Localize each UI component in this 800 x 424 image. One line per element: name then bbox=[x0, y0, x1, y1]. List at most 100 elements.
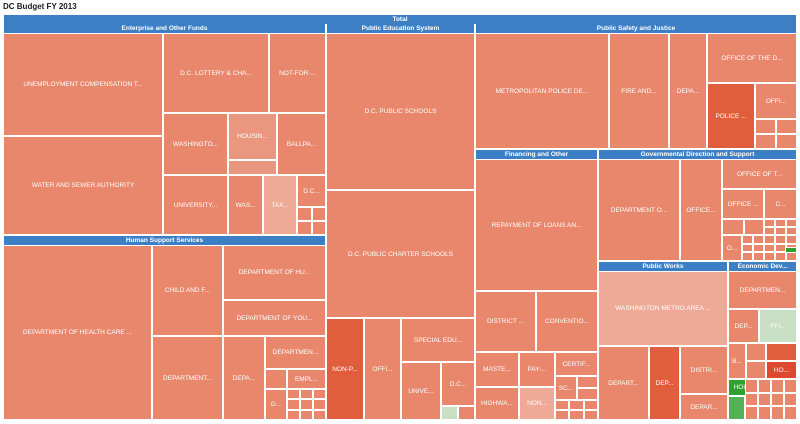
tile-certif[interactable]: CERTIF... bbox=[555, 352, 598, 376]
tile-small[interactable] bbox=[287, 389, 300, 400]
tile-metropolitan-police[interactable]: METROPOLITAN POLICE DE... bbox=[475, 33, 609, 149]
tile-dc-public-schools[interactable]: D.C. PUBLIC SCHOOLS bbox=[326, 33, 475, 190]
tile-depart[interactable]: DEPART... bbox=[598, 346, 649, 420]
tile-small[interactable] bbox=[766, 343, 797, 361]
group-header-public-safety[interactable]: Public Safety and Justice bbox=[475, 24, 797, 33]
tile-small[interactable] bbox=[753, 235, 764, 244]
tile-small[interactable] bbox=[583, 410, 598, 420]
tile-small[interactable] bbox=[753, 243, 764, 253]
tile-small[interactable] bbox=[786, 227, 797, 235]
tile-small[interactable] bbox=[745, 406, 758, 420]
tile-small[interactable] bbox=[764, 219, 775, 227]
tile-not-for-profit[interactable]: NOT-FOR-... bbox=[269, 33, 326, 113]
tile-offi-safety[interactable]: OFFI... bbox=[755, 83, 797, 119]
tile-small[interactable] bbox=[555, 410, 570, 420]
tile-department-o[interactable]: DEPARTMENT O... bbox=[598, 159, 680, 261]
tile-small[interactable] bbox=[297, 207, 312, 221]
tile-small[interactable] bbox=[764, 235, 775, 244]
tile-departmen[interactable]: DEPARTMEN... bbox=[265, 336, 326, 369]
tile-housing[interactable]: HOUSIN... bbox=[228, 113, 277, 160]
tile-empl[interactable]: EMPL... bbox=[287, 369, 326, 389]
tile-small[interactable] bbox=[775, 219, 786, 227]
tile-small[interactable] bbox=[746, 361, 766, 379]
tile-small[interactable] bbox=[771, 392, 784, 407]
tile-small[interactable] bbox=[775, 252, 786, 261]
tile-unemployment-compensation[interactable]: UNEMPLOYMENT COMPENSATION T... bbox=[3, 33, 163, 136]
tile-depa[interactable]: DEPA... bbox=[223, 336, 265, 420]
tile-small[interactable] bbox=[311, 221, 326, 235]
tile-small[interactable] bbox=[569, 400, 584, 410]
tile-small[interactable] bbox=[771, 406, 784, 420]
tile-office-of-the-d[interactable]: OFFICE OF THE D... bbox=[707, 33, 797, 83]
tile-small[interactable] bbox=[784, 392, 797, 407]
tile-dc-edu[interactable]: D.C... bbox=[441, 362, 475, 406]
tile-distri[interactable]: DISTRI... bbox=[680, 346, 728, 394]
tile-small[interactable] bbox=[300, 409, 313, 420]
tile-small[interactable] bbox=[313, 389, 326, 400]
tile-small[interactable] bbox=[742, 243, 753, 253]
tile-small[interactable] bbox=[577, 388, 598, 400]
tile-small[interactable] bbox=[728, 396, 745, 420]
tile-small[interactable] bbox=[784, 406, 797, 420]
group-header-governmental-direction[interactable]: Governmental Direction and Support bbox=[598, 150, 797, 159]
tile-pay-go[interactable]: PAY-... bbox=[519, 352, 555, 387]
group-header-human-support[interactable]: Human Support Services bbox=[3, 236, 326, 245]
tile-depa-safety[interactable]: DEPA... bbox=[669, 33, 707, 149]
tile-dc[interactable]: D.C... bbox=[297, 175, 326, 207]
tile-d[interactable]: D... bbox=[265, 389, 287, 420]
tile-small[interactable] bbox=[458, 406, 475, 420]
tile-small[interactable] bbox=[746, 343, 766, 361]
tile-small[interactable] bbox=[753, 252, 764, 261]
tile-small[interactable] bbox=[313, 409, 326, 420]
tile-dept-human-services[interactable]: DEPARTMENT OF HU... bbox=[223, 245, 326, 300]
tile-small[interactable] bbox=[758, 379, 771, 393]
tile-small[interactable] bbox=[775, 227, 786, 235]
tile-police[interactable]: POLICE ... bbox=[707, 83, 755, 149]
tile-university[interactable]: UNIVERSITY... bbox=[163, 175, 228, 235]
tile-small[interactable] bbox=[776, 134, 797, 149]
tile-washington[interactable]: WASHINGTO... bbox=[163, 113, 228, 175]
tile-dept-youth[interactable]: DEPARTMENT OF YOU... bbox=[223, 300, 326, 336]
tile-small[interactable] bbox=[577, 376, 598, 388]
tile-small[interactable] bbox=[583, 400, 598, 410]
tile-small[interactable] bbox=[313, 399, 326, 410]
tile-water-and-sewer-authority[interactable]: WATER AND SEWER AUTHORITY bbox=[3, 136, 163, 235]
tile-child-and-family[interactable]: CHILD AND F... bbox=[152, 245, 223, 336]
tile-small[interactable] bbox=[287, 399, 300, 410]
group-header-public-education[interactable]: Public Education System bbox=[326, 24, 475, 33]
tile-was[interactable]: WAS... bbox=[228, 175, 263, 235]
tile-small[interactable] bbox=[755, 119, 776, 134]
tile-fire-and-ems[interactable]: FIRE AND... bbox=[609, 33, 669, 149]
tile-small[interactable] bbox=[771, 379, 784, 393]
tile-small[interactable] bbox=[228, 160, 277, 175]
tile-small[interactable] bbox=[311, 207, 326, 221]
tile-office[interactable]: OFFICE... bbox=[680, 159, 722, 261]
tile-small[interactable] bbox=[265, 369, 287, 389]
tile-department[interactable]: DEPARTMENT... bbox=[152, 336, 223, 420]
tile-small[interactable] bbox=[764, 243, 775, 253]
tile-district[interactable]: DISTRICT ... bbox=[475, 291, 536, 352]
tile-ballpark[interactable]: BALLPA... bbox=[277, 113, 326, 175]
tile-small[interactable] bbox=[785, 247, 797, 253]
tile-small[interactable] bbox=[722, 219, 744, 235]
tile-small[interactable] bbox=[775, 235, 786, 244]
tile-small[interactable] bbox=[786, 235, 797, 244]
tile-tax[interactable]: TAX... bbox=[263, 175, 297, 235]
tile-small[interactable] bbox=[745, 379, 758, 393]
tile-small[interactable] bbox=[745, 392, 758, 407]
tile-small[interactable] bbox=[300, 389, 313, 400]
tile-b[interactable]: B... bbox=[728, 343, 746, 379]
group-header-financing[interactable]: Financing and Other bbox=[475, 150, 598, 159]
tile-dept-health-care[interactable]: DEPARTMENT OF HEALTH CARE ... bbox=[3, 245, 152, 420]
tile-ho[interactable]: HO... bbox=[766, 361, 797, 379]
group-header-enterprise-funds[interactable]: Enterprise and Other Funds bbox=[3, 24, 326, 33]
tile-ffi[interactable]: FFI... bbox=[759, 309, 797, 343]
tile-non[interactable]: NON... bbox=[519, 387, 555, 420]
tile-depar[interactable]: DEPAR... bbox=[680, 394, 728, 420]
total-header[interactable]: Total bbox=[3, 15, 797, 24]
tile-small[interactable] bbox=[441, 406, 458, 420]
tile-small[interactable] bbox=[758, 406, 771, 420]
tile-office-gov[interactable]: OFFICE ... bbox=[722, 189, 764, 219]
tile-small[interactable] bbox=[742, 252, 753, 261]
tile-non-public[interactable]: NON-P... bbox=[326, 318, 364, 420]
